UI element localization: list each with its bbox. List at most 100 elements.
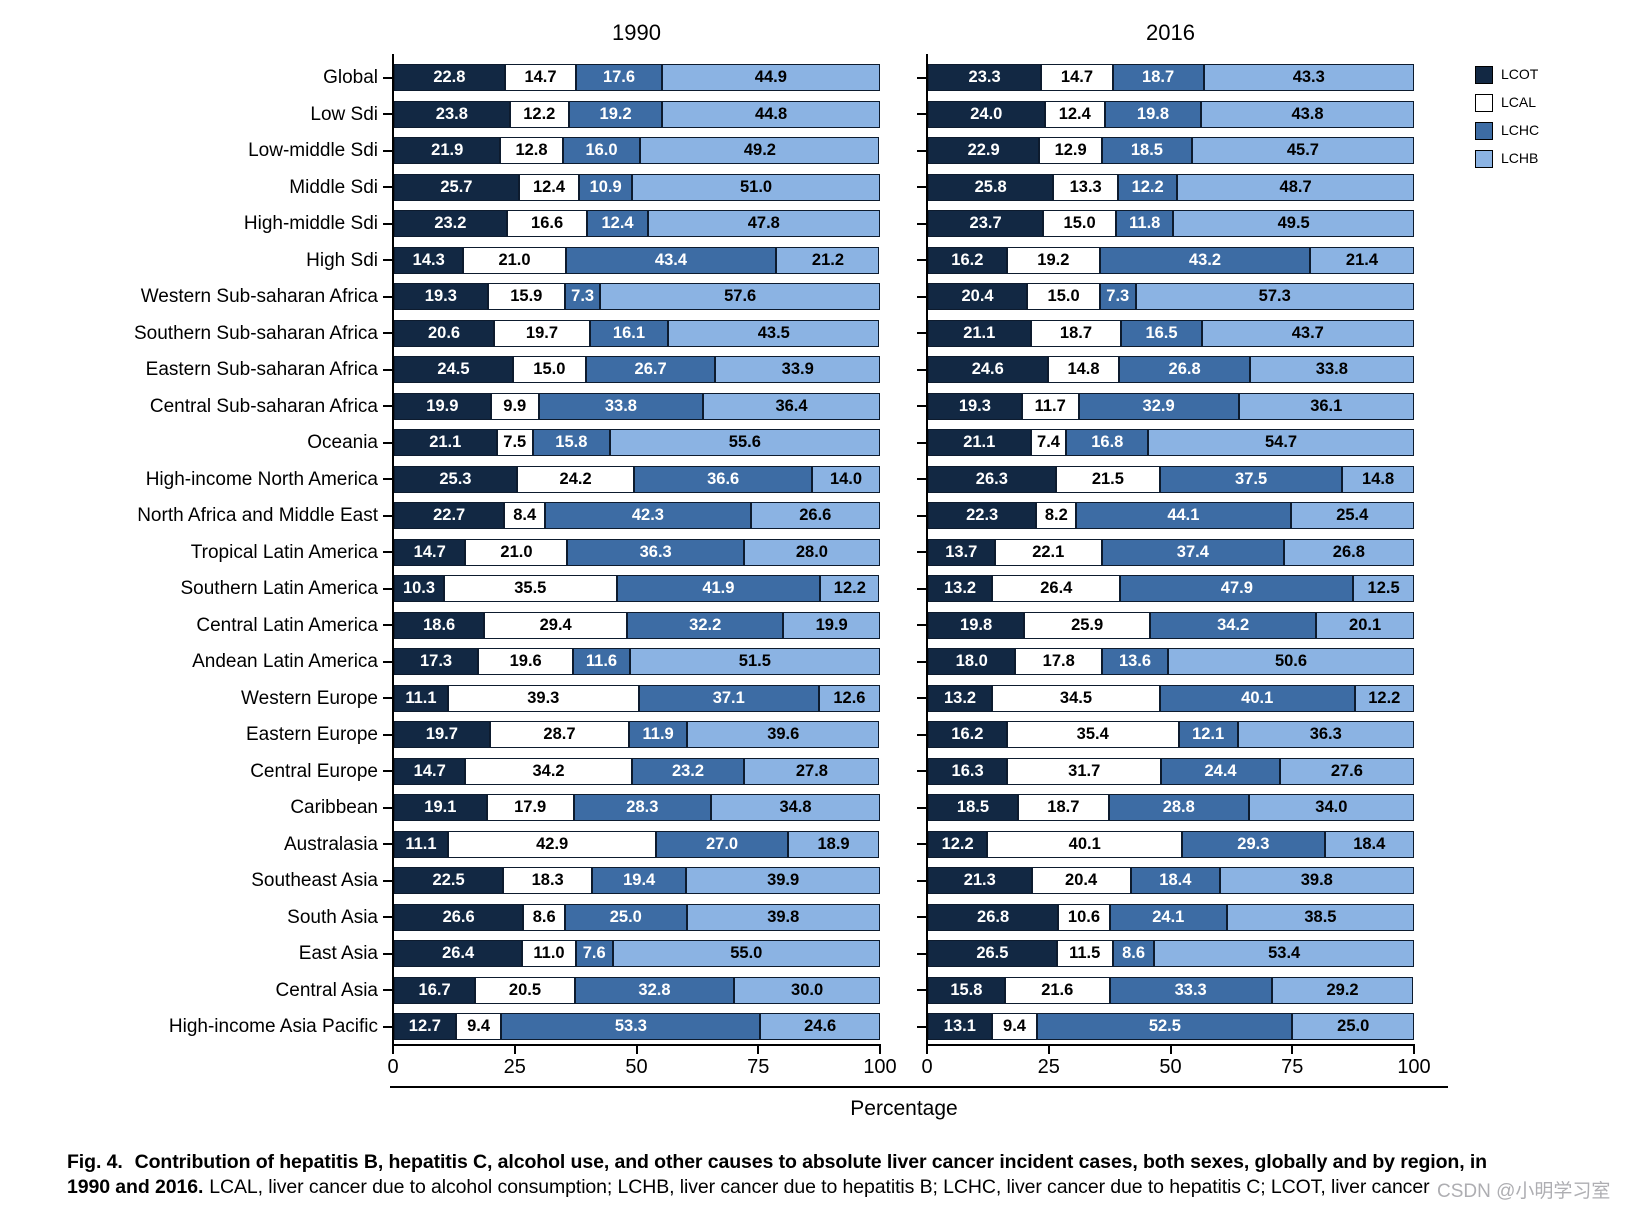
stacked-bar-2016: 24.0 12.4 19.8 43.8 [928,100,1414,128]
y-axis-tick [917,405,927,407]
bar-segment-lcot: 19.3 [928,392,1022,420]
y-axis-tick [917,660,927,663]
bar-segment-lchc: 36.3 [567,538,744,566]
x-tick-label: 50 [1159,1056,1182,1078]
stacked-bar-1990: 11.1 39.3 37.1 12.6 [394,684,880,712]
bar-segment-lcal: 10.6 [1058,903,1110,931]
stacked-bar-2016: 13.2 26.4 47.9 12.5 [928,575,1414,602]
x-tick-label: 100 [863,1056,897,1078]
bar-segment-lchc: 26.8 [1119,356,1250,383]
stacked-bar-2016: 20.4 15.0 7.3 57.3 [928,283,1414,310]
region-label: Central Asia [275,979,378,1001]
panel-title-1990: 1990 [612,20,661,45]
bar-segment-lchb: 43.7 [1201,319,1414,347]
stacked-bar-2016: 19.3 11.7 32.9 36.1 [928,392,1414,420]
bar-segment-lcot: 19.9 [394,392,491,420]
y-axis-tick [383,149,393,152]
bar-segment-lchb: 12.2 [820,575,880,602]
x-axis-tick [879,1044,881,1054]
stacked-bar-1990: 17.3 19.6 11.6 51.5 [394,648,880,675]
y-axis-tick [917,770,927,772]
bar-segment-lchc: 24.4 [1161,757,1280,785]
stacked-bar-1990: 18.6 29.4 32.2 19.9 [394,611,880,639]
bar-segment-lcot: 24.5 [394,356,513,383]
y-axis-tick [383,332,393,334]
bar-segment-lchc: 41.9 [616,575,821,602]
bar-segment-lcal: 18.7 [1017,794,1109,821]
stacked-bar-1990: 10.3 35.5 41.9 12.2 [394,575,880,602]
bar-segment-lchb: 14.0 [812,465,880,493]
legend-item-lcal: LCAL [1475,93,1536,112]
bar-segment-lcot: 20.4 [928,283,1028,310]
stacked-bar-2016: 22.9 12.9 18.5 45.7 [928,137,1414,164]
y-axis-tick [917,989,927,991]
bar-segment-lchb: 39.6 [687,721,880,748]
bar-segment-lchc: 16.0 [562,137,641,164]
stacked-bar-1990: 19.1 17.9 28.3 34.8 [394,794,880,821]
stacked-bar-1990: 26.6 8.6 25.0 39.8 [394,903,880,931]
bar-segment-lcot: 19.8 [928,611,1025,639]
bar-segment-lcal: 21.0 [463,246,566,274]
region-label: High-income Asia Pacific [168,1016,378,1037]
bar-segment-lcot: 26.6 [394,903,524,931]
bar-segment-lcal: 19.2 [1006,246,1101,274]
stacked-bar-2016: 16.2 19.2 43.2 21.4 [928,246,1414,274]
stacked-bar-2016: 21.1 7.4 16.8 54.7 [928,429,1414,456]
bar-segment-lchc: 12.4 [587,210,648,237]
y-axis-tick [917,295,927,298]
bar-segment-lchc: 40.1 [1159,684,1355,712]
bar-segment-lchb: 43.3 [1203,64,1414,91]
bar-segment-lcal: 22.1 [994,538,1102,566]
bar-segment-lchb: 30.0 [734,976,880,1004]
bar-segment-lchb: 21.2 [776,246,880,274]
bar-segment-lcal: 42.9 [447,830,657,858]
stacked-bar-2016: 19.8 25.9 34.2 20.1 [928,611,1414,639]
caption-bold-line1: Contribution of hepatitis B, hepatitis C… [134,1151,1487,1173]
y-axis-tick [383,259,393,261]
bar-segment-lcot: 23.7 [928,210,1044,237]
stacked-bar-1990: 22.8 14.7 17.6 44.9 [394,64,880,91]
bar-segment-lchb: 34.8 [711,794,880,821]
region-label: Central Latin America [196,614,378,636]
bar-segment-lchb: 25.0 [1292,1013,1414,1040]
y-axis-tick [383,514,393,517]
stacked-bar-2016: 23.7 15.0 11.8 49.5 [928,210,1414,237]
bar-segment-lchb: 12.5 [1353,575,1414,602]
bar-segment-lcot: 16.2 [928,246,1007,274]
stacked-bar-1990: 25.3 24.2 36.6 14.0 [394,465,880,493]
x-axis-tick [926,1044,928,1054]
bar-segment-lchb: 57.6 [600,283,880,310]
bar-segment-lcot: 23.8 [394,100,510,128]
bar-segment-lchb: 55.6 [609,429,880,456]
bar-segment-lcal: 34.2 [465,757,632,785]
region-label: Middle Sdi [289,176,378,198]
bar-segment-lchb: 20.1 [1316,611,1414,639]
bar-segment-lcal: 8.2 [1036,502,1077,529]
bar-segment-lcal: 11.5 [1056,940,1113,967]
y-axis-tick [917,514,927,517]
bar-segment-lchc: 43.4 [565,246,777,274]
bar-segment-lchb: 36.3 [1237,721,1414,748]
y-axis-tick [917,76,927,79]
stacked-bar-1990: 16.7 20.5 32.8 30.0 [394,976,880,1004]
bar-segment-lchc: 33.3 [1109,976,1272,1004]
y-axis-tick [917,551,927,553]
bar-segment-lchb: 39.9 [686,867,880,894]
y-axis-tick [383,916,393,918]
bar-segment-lcal: 35.5 [444,575,617,602]
region-label: Eastern Europe [245,724,378,745]
bar-segment-lcal: 21.6 [1004,976,1110,1004]
bar-segment-lcal: 11.0 [522,940,576,967]
bar-segment-lchb: 26.6 [750,502,880,529]
bar-segment-lcot: 23.3 [928,64,1042,91]
bar-segment-lcot: 12.7 [394,1013,456,1040]
x-axis-tick [1413,1044,1415,1054]
bar-segment-lcot: 14.7 [394,757,466,785]
bar-segment-lcot: 12.2 [928,830,988,858]
y-axis-tick [383,551,393,553]
x-axis-tick [1047,1044,1050,1054]
stacked-bar-1990: 25.7 12.4 10.9 51.0 [394,173,880,201]
stacked-bar-1990: 19.3 15.9 7.3 57.6 [394,283,880,310]
bar-segment-lcot: 17.3 [394,648,479,675]
x-axis-tick [757,1044,760,1054]
